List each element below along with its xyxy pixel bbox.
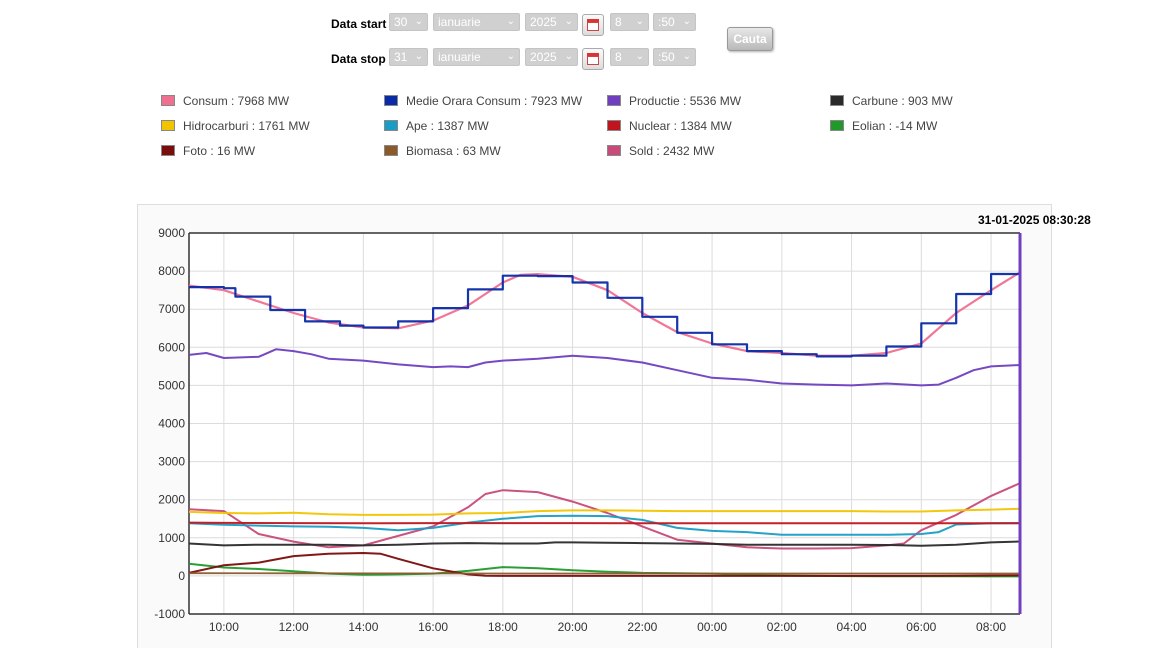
stop-month-select[interactable]: ianuarie ⌄ [433, 48, 520, 66]
search-button[interactable]: Cauta [727, 27, 773, 51]
start-year-value: 2025 [530, 15, 557, 29]
stop-day-value: 31 [394, 50, 408, 64]
stop-year-value: 2025 [530, 50, 557, 64]
stop-minute-value: :50 [658, 50, 675, 64]
start-minute-select[interactable]: :50 ⌄ [653, 13, 696, 31]
chart-container [137, 204, 1052, 648]
legend-swatch-icon [830, 120, 844, 131]
legend-label: Nuclear : 1384 MW [629, 119, 732, 133]
calendar-icon [587, 53, 599, 56]
legend-label: Consum : 7968 MW [183, 94, 290, 108]
calendar-icon [587, 19, 599, 22]
start-day-select[interactable]: 30 ⌄ [389, 13, 428, 31]
stop-calendar-button[interactable] [582, 48, 604, 70]
chevron-down-icon: ⌄ [506, 16, 515, 27]
legend-swatch-icon [161, 95, 175, 106]
legend-swatch-icon [607, 120, 621, 131]
start-label: Data start [331, 17, 387, 31]
legend-label: Foto : 16 MW [183, 144, 256, 158]
legend-swatch-icon [830, 95, 844, 106]
start-year-select[interactable]: 2025 ⌄ [525, 13, 578, 31]
chevron-down-icon: ⌄ [564, 51, 573, 62]
start-minute-value: :50 [658, 15, 675, 29]
start-month-value: ianuarie [438, 15, 481, 29]
start-calendar-button[interactable] [582, 14, 604, 36]
legend-swatch-icon [384, 95, 398, 106]
stop-hour-select[interactable]: 8 ⌄ [610, 48, 649, 66]
legend-swatch-icon [607, 145, 621, 156]
stop-label: Data stop [331, 52, 386, 66]
stop-day-select[interactable]: 31 ⌄ [389, 48, 428, 66]
start-month-select[interactable]: ianuarie ⌄ [433, 13, 520, 31]
legend-swatch-icon [161, 145, 175, 156]
chevron-down-icon: ⌄ [506, 51, 515, 62]
chevron-down-icon: ⌄ [414, 16, 423, 27]
legend-label: Sold : 2432 MW [629, 144, 715, 158]
legend-label: Productie : 5536 MW [629, 94, 742, 108]
chevron-down-icon: ⌄ [635, 51, 644, 62]
legend-label: Medie Orara Consum : 7923 MW [406, 94, 583, 108]
start-day-value: 30 [394, 15, 408, 29]
chevron-down-icon: ⌄ [564, 16, 573, 27]
legend-label: Carbune : 903 MW [852, 94, 953, 108]
chevron-down-icon: ⌄ [682, 51, 691, 62]
legend-swatch-icon [384, 145, 398, 156]
legend-swatch-icon [607, 95, 621, 106]
stop-hour-value: 8 [615, 50, 622, 64]
legend-label: Ape : 1387 MW [406, 119, 489, 133]
stop-year-select[interactable]: 2025 ⌄ [525, 48, 578, 66]
stop-month-value: ianuarie [438, 50, 481, 64]
start-hour-select[interactable]: 8 ⌄ [610, 13, 649, 31]
legend-swatch-icon [384, 120, 398, 131]
chevron-down-icon: ⌄ [414, 51, 423, 62]
legend-label: Hidrocarburi : 1761 MW [183, 119, 310, 133]
chevron-down-icon: ⌄ [635, 16, 644, 27]
chart-timestamp: 31-01-2025 08:30:28 [978, 213, 1091, 227]
start-hour-value: 8 [615, 15, 622, 29]
legend-label: Eolian : -14 MW [852, 119, 938, 133]
chevron-down-icon: ⌄ [682, 16, 691, 27]
legend-swatch-icon [161, 120, 175, 131]
legend-label: Biomasa : 63 MW [406, 144, 501, 158]
stop-minute-select[interactable]: :50 ⌄ [653, 48, 696, 66]
